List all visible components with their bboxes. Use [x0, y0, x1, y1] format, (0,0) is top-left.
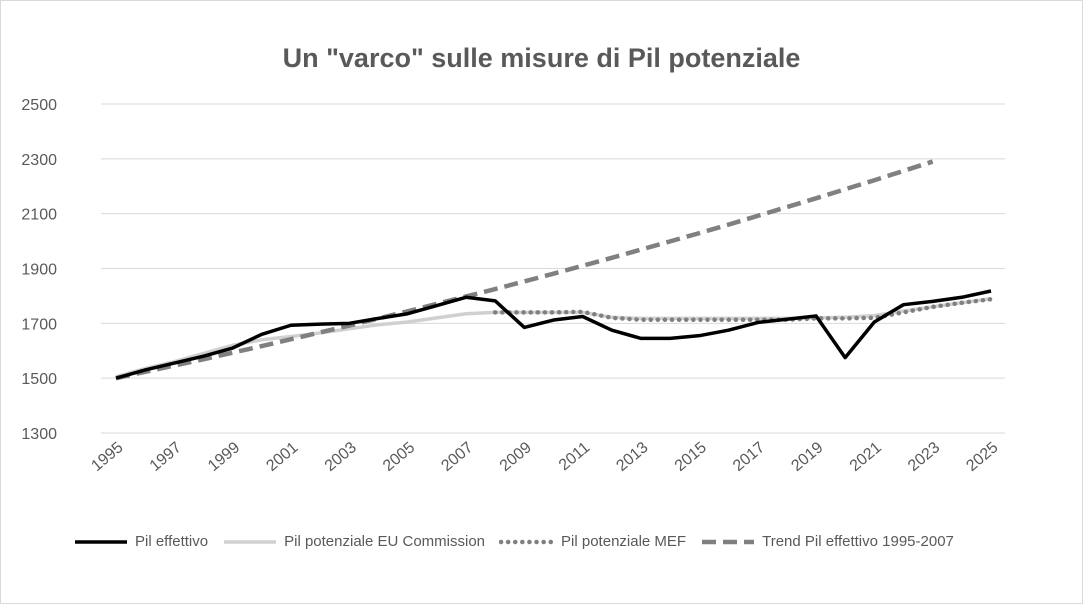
legend-label: Pil effettivo — [135, 533, 209, 550]
x-tick-label: 2009 — [497, 439, 535, 475]
x-tick-label: 2007 — [438, 439, 476, 475]
series-line-3 — [115, 159, 934, 381]
y-tick-label: 2100 — [21, 207, 57, 224]
x-tick-label: 2011 — [556, 439, 593, 474]
y-tick-label: 1700 — [21, 316, 57, 333]
x-tick-label: 2003 — [322, 439, 360, 475]
legend-label: Pil potenziale MEF — [561, 533, 687, 550]
x-tick-label: 2005 — [380, 439, 418, 475]
x-tick-label: 2025 — [963, 439, 1001, 475]
legend-swatch — [75, 539, 127, 544]
x-tick-label: 2023 — [905, 439, 943, 475]
chart-title: Un "varco" sulle misure di Pil potenzial… — [282, 43, 801, 73]
series-line-2 — [492, 296, 994, 323]
legend-item: Trend Pil effettivo 1995-2007 — [700, 533, 954, 550]
x-tick-label: 1995 — [88, 439, 126, 475]
x-tick-label: 2013 — [613, 439, 651, 475]
x-tick-label: 1999 — [205, 439, 243, 475]
x-tick-label: 2017 — [730, 439, 768, 475]
series-line-0 — [115, 289, 992, 380]
x-tick-label: 2019 — [788, 439, 826, 475]
x-tick-label: 2021 — [847, 439, 885, 475]
y-tick-label: 2300 — [21, 152, 57, 169]
legend-item: Pil effettivo — [73, 533, 208, 550]
legend-label: Pil potenziale EU Commission — [284, 533, 486, 550]
y-tick-label: 1900 — [21, 262, 57, 279]
x-tick-label: 1997 — [147, 439, 185, 475]
legend: Pil effettivo Pil potenziale EU Commissio… — [73, 533, 954, 550]
legend-swatch — [499, 539, 556, 544]
legend-label: Trend Pil effettivo 1995-2007 — [762, 533, 954, 550]
legend-swatch — [702, 539, 755, 544]
x-tick-label: 2015 — [672, 439, 710, 475]
y-tick-label: 1300 — [21, 426, 57, 443]
x-tick-label: 2001 — [263, 439, 301, 475]
legend-item: Pil potenziale MEF — [499, 533, 686, 550]
legend-swatch — [224, 539, 277, 544]
legend-item: Pil potenziale EU Commission — [222, 533, 485, 550]
y-tick-label: 1500 — [21, 371, 57, 388]
y-tick-label: 2500 — [21, 97, 57, 114]
